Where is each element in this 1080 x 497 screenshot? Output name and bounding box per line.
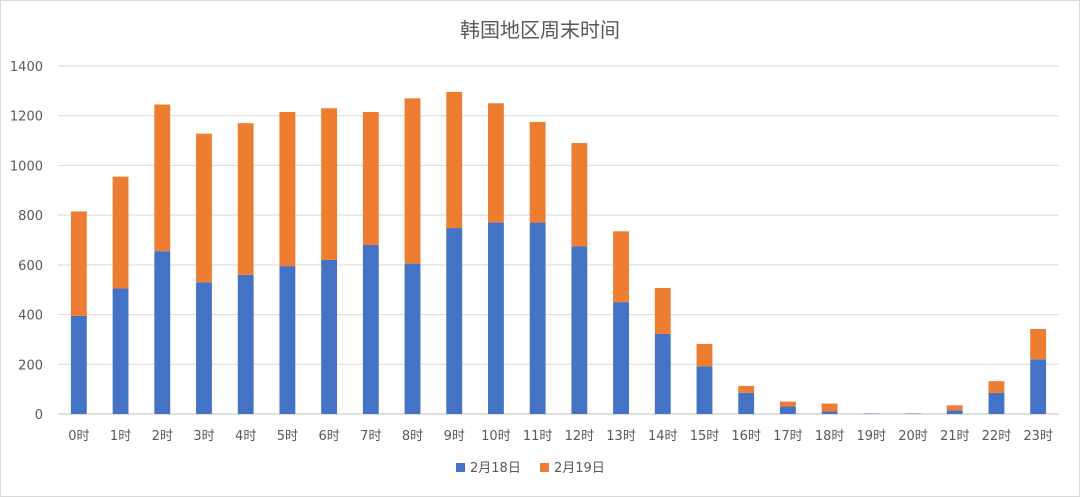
x-tick-label: 23时 <box>1023 429 1053 444</box>
bar-segment-series-1 <box>779 406 796 414</box>
x-tick-label: 1时 <box>110 429 131 444</box>
bar-segment-series-1 <box>1030 359 1047 414</box>
legend-swatch <box>456 463 465 472</box>
x-tick-label: 17时 <box>773 429 803 444</box>
bar-segment-series-1 <box>321 259 338 414</box>
bar-segment-series-1 <box>654 333 671 414</box>
grid-lines <box>58 65 1059 415</box>
x-tick-label: 19时 <box>857 429 887 444</box>
bar-segment-series-1 <box>529 222 546 414</box>
bar-segment-series-2 <box>446 91 463 229</box>
y-tick-label: 1000 <box>10 159 43 174</box>
legend-label: 2月19日 <box>554 461 605 476</box>
x-tick-label: 10时 <box>481 429 511 444</box>
bar-segment-series-2 <box>613 231 629 303</box>
bar-segment-series-2 <box>946 405 963 411</box>
y-tick-label: 600 <box>18 259 43 274</box>
y-tick-label: 0 <box>35 408 43 423</box>
x-tick-label: 20时 <box>898 429 928 444</box>
bar-segment-series-1 <box>488 222 504 414</box>
x-tick-label: 4时 <box>235 429 256 444</box>
bar-segment-series-2 <box>988 381 1005 393</box>
x-tick-label: 5时 <box>277 429 298 444</box>
bar-segment-series-2 <box>738 385 755 393</box>
bars <box>70 91 1047 414</box>
x-tick-label: 13时 <box>606 429 636 444</box>
y-tick-label: 400 <box>18 309 43 324</box>
bar-segment-series-1 <box>821 411 838 414</box>
bar-segment-series-1 <box>196 282 212 414</box>
bar-segment-series-1 <box>362 244 379 414</box>
bar-segment-series-2 <box>279 111 296 267</box>
x-tick-label: 0时 <box>68 429 89 444</box>
y-tick-label: 1200 <box>10 110 43 125</box>
bar-segment-series-2 <box>196 133 212 283</box>
chart-title: 韩国地区周末时间 <box>460 18 620 42</box>
x-tick-label: 6时 <box>318 429 339 444</box>
bar-segment-series-2 <box>70 211 87 316</box>
bar-segment-series-2 <box>237 123 254 275</box>
x-tick-label: 2时 <box>152 429 173 444</box>
legend-swatch <box>540 463 549 472</box>
bar-segment-series-2 <box>154 104 171 252</box>
bar-segment-series-2 <box>1030 328 1047 360</box>
x-tick-label: 9时 <box>444 429 465 444</box>
bar-segment-series-1 <box>154 251 171 414</box>
bar-segment-series-2 <box>696 343 713 367</box>
bar-segment-series-2 <box>488 103 504 223</box>
bar-segment-series-2 <box>821 403 838 412</box>
x-tick-label: 3时 <box>193 429 214 444</box>
x-tick-label: 11时 <box>523 429 553 444</box>
y-tick-label: 200 <box>18 358 43 373</box>
bar-segment-series-2 <box>404 98 421 264</box>
bar-segment-series-1 <box>613 302 629 414</box>
bar-segment-series-2 <box>112 176 129 289</box>
x-tick-label: 15时 <box>690 429 720 444</box>
x-tick-label: 21时 <box>940 429 970 444</box>
bar-segment-series-1 <box>988 392 1005 414</box>
bar-segment-series-1 <box>571 246 588 414</box>
bar-segment-series-1 <box>279 266 296 414</box>
x-axis-ticks: 0时 1时 2时 3时 4时 5时 6时 7时 8时 9时 10时 11时 12时 13时 14时 15时 16… <box>68 429 1053 444</box>
x-tick-label: 22时 <box>982 429 1012 444</box>
bar-segment-series-2 <box>321 108 338 260</box>
bar-segment-series-1 <box>738 392 755 414</box>
x-tick-label: 12时 <box>565 429 595 444</box>
bar-segment-series-1 <box>112 288 129 414</box>
bar-segment-series-2 <box>654 287 671 334</box>
bar-segment-series-1 <box>696 366 713 414</box>
x-tick-label: 14时 <box>648 429 678 444</box>
bar-segment-series-2 <box>529 121 546 223</box>
legend-label: 2月18日 <box>470 461 521 476</box>
bar-segment-series-1 <box>70 315 87 414</box>
y-axis-ticks: 0 200 400 600 800 1000 1200 1400 <box>10 60 43 423</box>
y-tick-label: 1400 <box>10 60 43 75</box>
bar-segment-series-1 <box>946 410 963 414</box>
bar-segment-series-1 <box>237 274 254 414</box>
bar-segment-series-2 <box>571 143 588 247</box>
x-tick-label: 18时 <box>815 429 845 444</box>
legend: 2月18日 2月19日 <box>456 461 605 476</box>
bar-segment-series-2 <box>362 111 379 245</box>
x-tick-label: 8时 <box>402 429 423 444</box>
bar-segment-series-2 <box>779 401 796 407</box>
x-tick-label: 16时 <box>731 429 761 444</box>
y-tick-label: 800 <box>18 209 43 224</box>
bar-segment-series-1 <box>404 263 421 414</box>
bar-segment-series-1 <box>446 228 463 414</box>
x-tick-label: 7时 <box>360 429 381 444</box>
